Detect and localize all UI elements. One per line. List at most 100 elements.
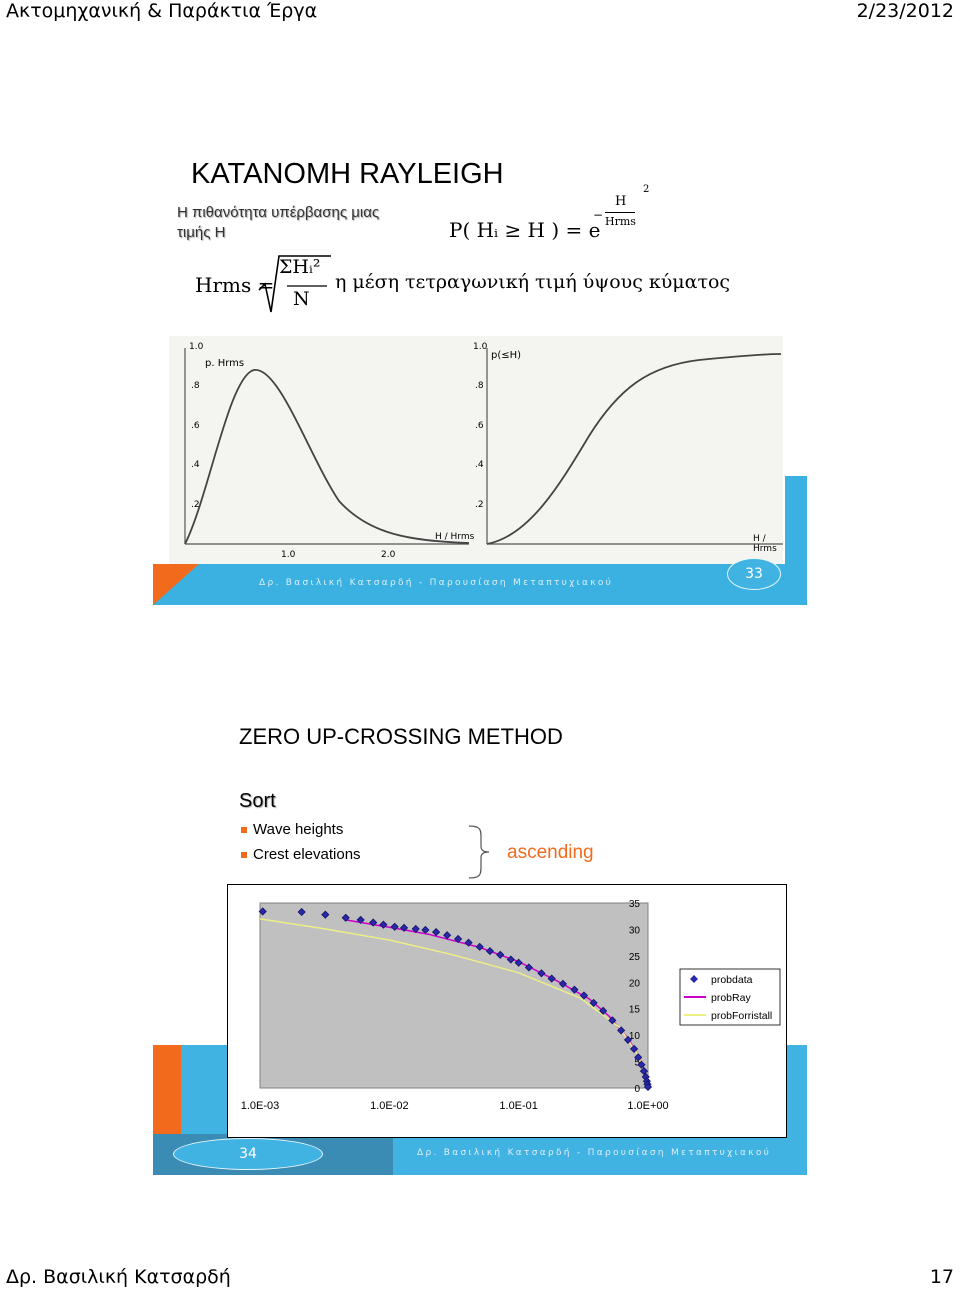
data-point [475, 942, 484, 951]
ascending-label: ascending [507, 842, 594, 863]
hrms-denominator: N [293, 288, 310, 310]
data-point [643, 1082, 653, 1092]
data-point [400, 923, 409, 932]
data-point [637, 1060, 646, 1069]
legend-label: probRay [711, 992, 751, 1004]
data-point [524, 963, 533, 972]
x-tick-label: 1.0E-01 [499, 1100, 538, 1112]
pdf-xlabel: H / Hrms [435, 532, 475, 542]
bullet-text: Wave heights [253, 821, 344, 838]
data-point [454, 934, 463, 944]
bullet-icon [241, 851, 247, 858]
data-point [579, 991, 589, 1000]
data-point [443, 931, 452, 940]
pdf-ytick: .8 [191, 381, 200, 391]
slide-number-badge: 34 [173, 1138, 323, 1170]
slide-33: ΚΑΤΑΝΟΜΗ RAYLEIGH Η πιθανότητα υπέρβασης… [153, 138, 807, 605]
cdf-ytick: 1.0 [473, 342, 488, 352]
slide-footer-text: Δρ. Βασιλική Κατσαρδή - Παρουσίαση Μεταπ… [417, 1148, 772, 1158]
exponent-numerator: H [615, 194, 627, 209]
slide-34: ZERO UP-CROSSING METHOD Sort Wave height… [153, 710, 807, 1175]
exponent-power: 2 [643, 184, 650, 195]
slide-title: ΚΑΤΑΝΟΜΗ RAYLEIGH [191, 158, 504, 190]
data-point [379, 920, 388, 929]
y-tick-label: 0 [634, 1084, 640, 1095]
probability-formula: P( Hᵢ ≥ H ) = e [449, 218, 601, 242]
cdf-ytick: .2 [475, 500, 484, 510]
data-point [514, 958, 523, 967]
data-point [321, 910, 330, 919]
bullet-crest-elevations: Crest elevations [241, 846, 361, 863]
pdf-ytick: 1.0 [189, 342, 204, 352]
plot-area [259, 902, 649, 1089]
bullet-wave-heights: Wave heights [241, 821, 343, 838]
bullet-icon [241, 826, 247, 833]
slide-side-bar [785, 476, 807, 564]
slide-number-badge: 33 [727, 558, 781, 590]
legend-marker [690, 975, 698, 983]
data-point [390, 922, 399, 931]
data-point [297, 907, 306, 917]
data-point [629, 1044, 639, 1053]
hrms-numerator: ΣHᵢ² [279, 256, 321, 278]
pdf-plot [184, 348, 470, 545]
slide-subtitle-line2: τιμής Η [177, 224, 226, 241]
hrms-description: η μέση τετραγωνική τιμή ύψους κύματος [335, 271, 731, 293]
data-point [599, 1006, 608, 1015]
slide-footer-text: Δρ. Βασιλική Κατσαρδή - Παρουσίαση Μεταπ… [259, 578, 614, 588]
cdf-ytick: .6 [475, 421, 484, 431]
x-tick-label: 1.0E-03 [241, 1100, 280, 1112]
y-tick-label: 25 [629, 952, 641, 963]
data-point [485, 947, 495, 956]
document-footer-author: Δρ. Βασιλική Κατσαρδή [6, 1266, 231, 1288]
data-point [537, 969, 546, 978]
data-point [617, 1026, 626, 1035]
data-point [547, 974, 556, 983]
brace-icon [468, 825, 490, 879]
cdf-plot [486, 348, 783, 545]
data-point [634, 1053, 643, 1062]
data-point [432, 928, 441, 937]
cdf-ylabel: p(≤H) [491, 350, 522, 361]
data-point [464, 938, 473, 947]
y-tick-label: 10 [629, 1031, 641, 1042]
x-tick-label: 1.0E-02 [370, 1100, 409, 1112]
probability-chart: 0 5 10 15 20 25 30 35 1.0E-03 1.0E-02 1.0E-01 1.0E+… [227, 884, 787, 1138]
hrms-lhs: Hrms = [195, 273, 275, 297]
data-point [570, 985, 579, 994]
rayleigh-plots: 1.0 .8 .6 .4 .2 p. Hrms H / Hrms 1.0 2.0… [169, 336, 783, 564]
pdf-ytick: .4 [191, 460, 200, 470]
data-point [369, 918, 378, 927]
data-point [496, 950, 505, 959]
data-point [411, 924, 420, 933]
slide-title: ZERO UP-CROSSING METHOD [239, 724, 563, 749]
document-header-date: 2/23/2012 [856, 0, 954, 22]
pdf-xtick: 2.0 [381, 550, 396, 560]
y-tick-label: 30 [629, 925, 641, 936]
document-header-title: Ακτομηχανική & Παράκτια Έργα [6, 0, 318, 22]
cdf-ytick: .4 [475, 460, 484, 470]
slide-footer-band [153, 564, 807, 605]
data-point [341, 913, 350, 922]
y-tick-label: 35 [629, 899, 641, 910]
pdf-ytick: .6 [191, 421, 200, 431]
x-tick-label: 1.0E+00 [627, 1100, 668, 1112]
orange-corner-shape [153, 1045, 181, 1135]
data-point [639, 1067, 648, 1076]
data-point [258, 907, 267, 916]
cdf-xlabel: H / Hrms [753, 534, 777, 554]
pdf-ytick: .2 [191, 500, 200, 510]
exponent-fraction: − H Hrms 2 [593, 184, 650, 228]
exponent-denominator: Hrms [605, 215, 636, 228]
orange-corner-shape [153, 564, 199, 605]
legend-label: probForristall [711, 1010, 772, 1022]
sqrt-sign-icon [258, 255, 331, 313]
slide-subtitle-line1: Η πιθανότητα υπέρβασης μιας [177, 204, 380, 221]
cdf-ytick: .8 [475, 381, 484, 391]
y-tick-label: 15 [629, 1005, 641, 1016]
data-point [623, 1035, 633, 1044]
data-point [506, 955, 515, 964]
data-point [589, 998, 598, 1007]
data-point [356, 915, 365, 924]
data-point [421, 925, 430, 935]
